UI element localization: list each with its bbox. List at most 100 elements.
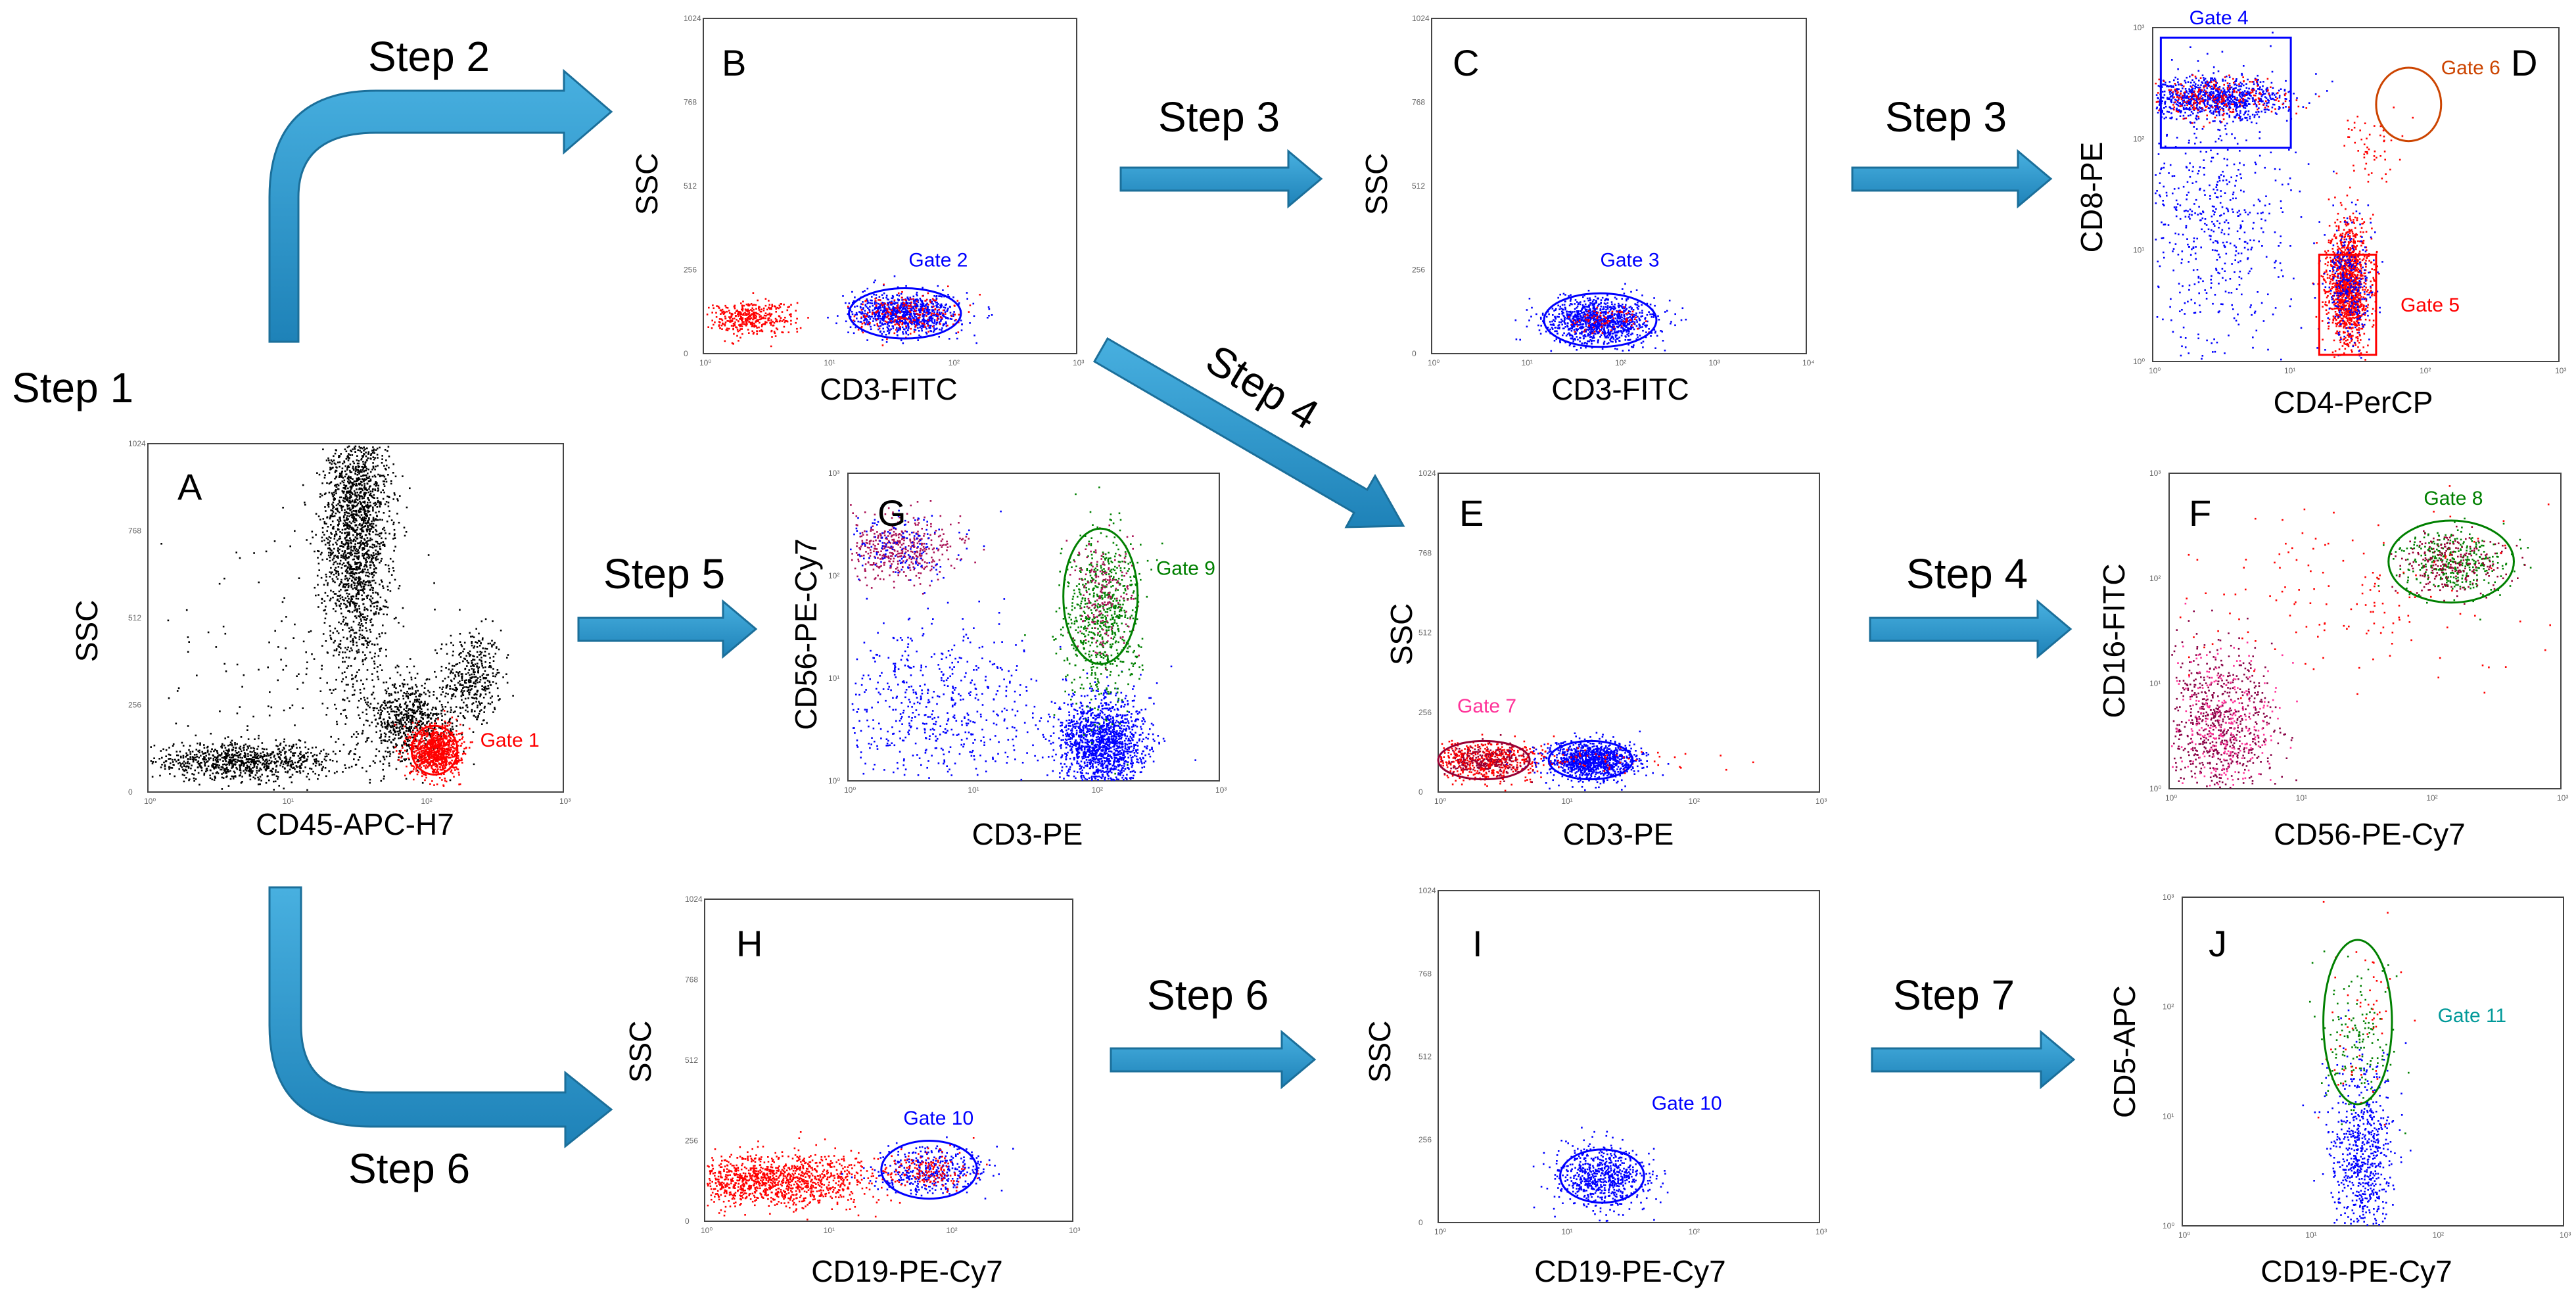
event-dot bbox=[420, 745, 422, 747]
event-dot bbox=[367, 540, 369, 542]
event-dot bbox=[346, 499, 349, 501]
event-dot bbox=[355, 763, 358, 766]
event-dot bbox=[385, 727, 387, 729]
event-dot bbox=[435, 753, 437, 755]
event-dot bbox=[357, 549, 360, 551]
event-dot bbox=[400, 689, 402, 691]
event-dot bbox=[457, 755, 459, 757]
event-dot bbox=[219, 754, 222, 757]
event-dot bbox=[444, 713, 446, 716]
event-dot bbox=[387, 505, 390, 507]
event-dot bbox=[406, 711, 408, 712]
event-dot bbox=[258, 668, 260, 671]
event-dot bbox=[345, 473, 347, 476]
event-dot bbox=[464, 658, 467, 661]
event-dot bbox=[367, 575, 369, 577]
event-dot bbox=[353, 530, 356, 532]
event-dot bbox=[479, 710, 481, 712]
event-dot bbox=[299, 739, 302, 742]
event-dot bbox=[463, 642, 466, 644]
event-dot bbox=[360, 475, 362, 477]
event-dot bbox=[337, 525, 339, 527]
event-dot bbox=[296, 675, 298, 677]
event-dot bbox=[483, 655, 485, 657]
event-dot bbox=[300, 751, 302, 753]
event-dot bbox=[215, 766, 217, 769]
event-dot bbox=[429, 748, 431, 750]
event-dot bbox=[367, 575, 370, 578]
event-dot bbox=[348, 457, 350, 459]
event-dot bbox=[478, 654, 480, 656]
event-dot bbox=[304, 766, 306, 768]
event-dot bbox=[356, 484, 358, 487]
event-dot bbox=[384, 726, 386, 728]
event-dot bbox=[350, 551, 352, 553]
event-dot bbox=[383, 465, 385, 467]
event-dot bbox=[226, 770, 228, 773]
event-dot bbox=[362, 651, 364, 653]
event-dot bbox=[394, 666, 397, 668]
event-dot bbox=[327, 505, 330, 508]
event-dot bbox=[363, 688, 365, 689]
arrow-step-4-b bbox=[1869, 599, 2073, 659]
event-dot bbox=[396, 671, 399, 674]
event-dot bbox=[440, 643, 443, 645]
event-dot bbox=[346, 525, 349, 527]
event-dot bbox=[397, 730, 399, 733]
event-dot bbox=[329, 571, 331, 573]
event-dot bbox=[398, 709, 400, 711]
event-dot bbox=[187, 754, 189, 756]
event-dot bbox=[343, 519, 346, 521]
event-dot bbox=[331, 520, 334, 523]
event-dot bbox=[380, 608, 383, 611]
event-dot bbox=[222, 763, 224, 766]
event-dot bbox=[359, 582, 361, 584]
event-dot bbox=[352, 540, 354, 542]
event-dot bbox=[425, 725, 427, 728]
event-dot bbox=[433, 762, 435, 764]
event-dot bbox=[358, 714, 360, 716]
event-dot bbox=[248, 745, 250, 747]
event-dot bbox=[253, 766, 256, 768]
event-dot bbox=[403, 708, 405, 711]
event-dot bbox=[210, 751, 212, 753]
event-dot bbox=[254, 762, 256, 765]
event-dot bbox=[352, 484, 354, 487]
event-dot bbox=[362, 644, 365, 646]
event-dot bbox=[232, 746, 235, 749]
event-dot bbox=[295, 765, 298, 767]
event-dot bbox=[224, 747, 227, 749]
event-dot bbox=[458, 654, 460, 656]
event-dot bbox=[437, 755, 440, 757]
event-dot bbox=[368, 486, 371, 488]
event-dot bbox=[311, 530, 314, 533]
event-dot bbox=[356, 526, 359, 528]
event-dot bbox=[366, 597, 368, 599]
event-dot bbox=[221, 776, 223, 779]
event-dot bbox=[365, 559, 367, 562]
event-dot bbox=[454, 769, 456, 771]
event-dot bbox=[457, 673, 459, 675]
event-dot bbox=[413, 754, 415, 757]
event-dot bbox=[331, 571, 333, 573]
event-dot bbox=[454, 766, 456, 768]
event-dot bbox=[342, 500, 344, 502]
event-dot bbox=[344, 538, 346, 540]
event-dot bbox=[346, 499, 348, 502]
event-dot bbox=[348, 534, 350, 536]
event-dot bbox=[388, 739, 390, 741]
event-dot bbox=[726, 329, 729, 331]
event-dot bbox=[329, 597, 332, 600]
event-dot bbox=[203, 760, 206, 762]
event-dot bbox=[364, 461, 367, 463]
gate-ellipse[interactable] bbox=[410, 724, 459, 776]
event-dot bbox=[266, 768, 268, 770]
event-dot bbox=[282, 507, 284, 509]
event-dot bbox=[386, 740, 388, 743]
event-dot bbox=[371, 561, 373, 563]
event-dot bbox=[464, 668, 466, 670]
event-dot bbox=[459, 684, 461, 686]
event-dot bbox=[484, 693, 487, 695]
event-dot bbox=[171, 767, 174, 769]
event-dot bbox=[477, 706, 479, 709]
